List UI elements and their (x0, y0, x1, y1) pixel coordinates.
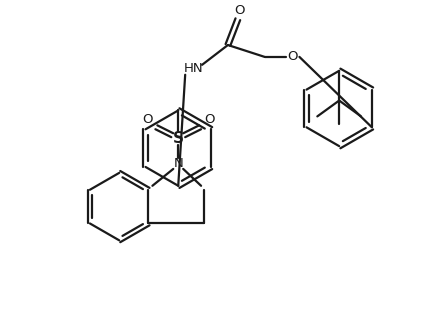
Text: O: O (235, 4, 245, 17)
Text: O: O (287, 51, 298, 63)
Text: O: O (142, 113, 153, 126)
Text: N: N (173, 157, 183, 170)
Text: O: O (204, 113, 214, 126)
Text: HN: HN (183, 62, 203, 75)
Text: S: S (173, 131, 184, 146)
